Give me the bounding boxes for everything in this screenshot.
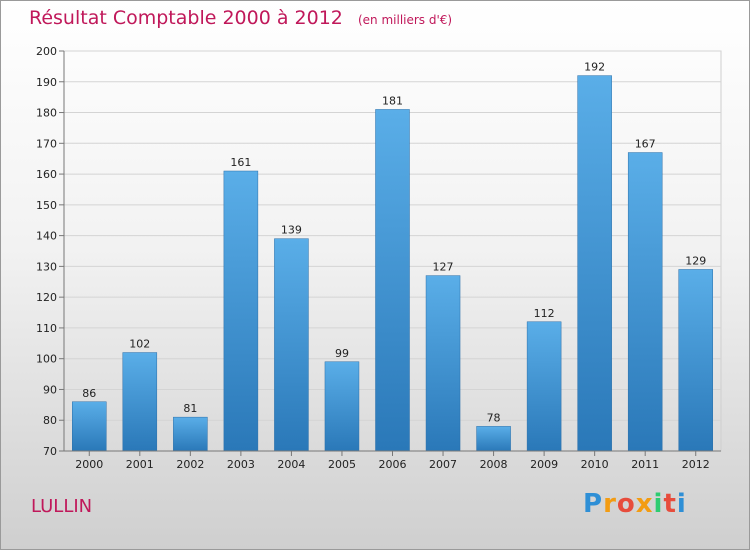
y-tick-label-190: 190 [36,76,57,89]
data-label-2008: 78 [487,411,501,424]
y-tick-label-130: 130 [36,260,57,273]
y-tick-label-80: 80 [43,414,57,427]
data-label-2000: 86 [82,387,96,400]
data-label-2002: 81 [183,402,197,415]
y-tick-label-180: 180 [36,107,57,120]
x-tick-label-2007: 2007 [429,458,457,471]
data-label-2011: 167 [635,138,656,151]
commune-name: LULLIN [31,496,93,517]
y-tick-label-160: 160 [36,168,57,181]
data-label-2010: 192 [584,61,605,74]
x-tick-label-2012: 2012 [682,458,710,471]
logo-letter: o [616,489,636,519]
unit-text: (en milliers d'€) [357,13,453,27]
chart-title: Résultat Comptable 2000 à 2012 (en milli… [29,7,452,29]
data-label-2009: 112 [534,307,555,320]
y-tick-label-120: 120 [36,291,57,304]
x-tick-label-2005: 2005 [328,458,356,471]
logo-letter: x [635,489,654,519]
logo-letter: r [603,489,617,519]
y-tick-label-170: 170 [36,137,57,150]
x-tick-label-2011: 2011 [631,458,659,471]
x-tick-label-2006: 2006 [379,458,407,471]
x-axis: 2000 2001 2002 2003 2004 2005 2006 2007 2008 2009… [64,450,721,471]
y-tick-label-100: 100 [36,353,57,366]
y-tick-label-200: 200 [36,45,57,58]
x-tick-label-2001: 2001 [126,458,154,471]
bar-2004 [274,238,309,452]
bar-2003 [223,170,259,452]
data-label-2005: 99 [335,347,349,360]
bar-2002 [173,416,208,452]
logo-letter: i [653,489,664,519]
bar-2007 [425,275,461,452]
proxiti-logo: Proxiti [583,489,687,519]
data-label-2012: 129 [685,254,706,267]
logo-letter: P [583,489,604,519]
y-tick-label-150: 150 [36,199,57,212]
bar-2012 [678,269,713,452]
x-tick-label-2003: 2003 [227,458,255,471]
y-tick-label-90: 90 [43,383,57,396]
bar-2005 [324,361,360,452]
data-label-2006: 181 [382,94,403,107]
bar-2008 [476,426,511,452]
data-label-2004: 139 [281,224,302,237]
logo-letter: i [676,489,687,519]
x-tick-label-2008: 2008 [480,458,508,471]
y-axis: 70 80 90 100 110 120 130 140 150 160 170 180 190 200 [36,45,65,458]
y-tick-label-110: 110 [36,322,57,335]
y-tick-label-70: 70 [43,445,57,458]
x-tick-label-2000: 2000 [75,458,103,471]
x-tick-label-2009: 2009 [530,458,558,471]
bar-2001 [122,352,158,452]
x-tick-label-2010: 2010 [581,458,609,471]
title-text: Résultat Comptable 2000 à 2012 [29,7,343,29]
data-label-2003: 161 [230,156,251,169]
data-label-2001: 102 [129,338,150,351]
y-tick-label-140: 140 [36,230,57,243]
bar-2006 [375,109,410,452]
x-tick-label-2004: 2004 [277,458,305,471]
bar-2010 [577,75,612,452]
bar-2011 [627,152,663,452]
x-tick-label-2002: 2002 [176,458,204,471]
logo-letter: t [663,489,677,519]
bar-2000 [72,401,107,452]
data-label-2007: 127 [433,261,454,274]
bar-2009 [526,321,562,452]
bars: 86 102 81 161 139 99 181 127 78 112 192 167 129 [72,61,713,452]
